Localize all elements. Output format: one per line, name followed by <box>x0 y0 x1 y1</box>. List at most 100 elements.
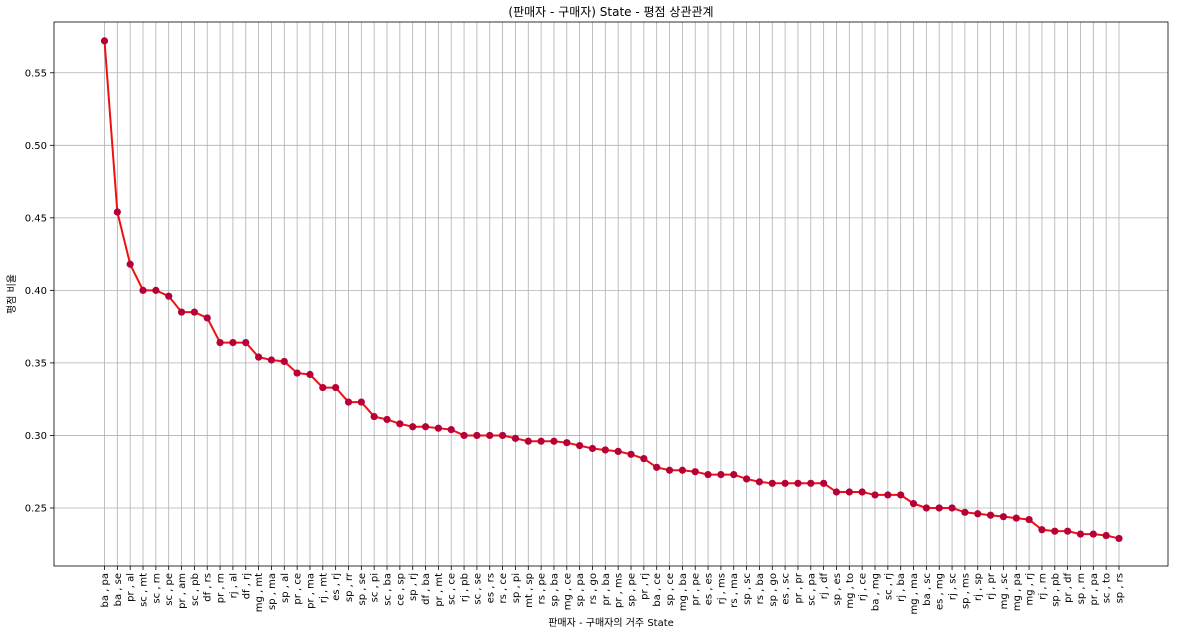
data-point <box>396 420 404 428</box>
x-tick-label: es , mg <box>935 573 946 610</box>
x-tick-label: es , sc <box>781 573 792 605</box>
x-tick-label: sc , pb <box>190 573 201 606</box>
x-tick-label: mg , sc <box>999 573 1010 609</box>
x-tick-label: mg , to <box>845 573 856 609</box>
x-tick-label: mt , sp <box>524 573 535 608</box>
y-tick-label: 0.50 <box>25 141 47 152</box>
data-point <box>742 475 751 483</box>
x-tick-label: rj , al <box>228 573 239 598</box>
x-gridlines <box>104 22 1120 566</box>
data-point <box>717 471 725 479</box>
x-axis-ticks: ba , pa ba , se pr , al sc , mt sc , rn sc , … <box>100 566 1126 615</box>
x-tick-label: rj , ba <box>896 573 907 602</box>
data-point <box>319 383 327 392</box>
data-point <box>704 471 712 479</box>
x-tick-label: mg , pa <box>1012 573 1023 611</box>
x-tick-label: mg , rj <box>1025 573 1036 606</box>
x-tick-label: pr , df <box>1063 573 1074 603</box>
data-point <box>306 370 314 379</box>
data-point <box>665 466 674 474</box>
data-point <box>139 286 147 294</box>
data-point <box>1012 514 1020 522</box>
x-tick-label: ba , ce <box>652 573 663 607</box>
x-tick-label: sc , mt <box>139 573 150 607</box>
data-point <box>1064 527 1072 535</box>
x-tick-label: sp , ma <box>267 573 278 610</box>
data-point <box>126 260 134 268</box>
data-point <box>332 383 340 392</box>
data-point <box>922 504 930 512</box>
x-tick-label: pr , pa <box>1089 573 1100 605</box>
data-point <box>216 338 224 347</box>
data-point <box>1102 531 1110 540</box>
y-tick-label: 0.55 <box>25 68 47 79</box>
x-tick-label: ba , sc <box>922 573 933 606</box>
x-tick-label: ba , mg <box>871 573 882 611</box>
data-point <box>909 500 918 508</box>
data-point <box>640 455 648 463</box>
data-point <box>614 447 622 455</box>
x-tick-label: rs , ba <box>755 573 766 604</box>
x-tick-label: sp , pa <box>575 573 586 607</box>
x-tick-label: mg , ba <box>678 573 689 611</box>
data-point <box>293 369 301 377</box>
x-tick-label: sc , to <box>1102 573 1113 603</box>
data-point <box>242 338 250 347</box>
data-point <box>678 466 686 474</box>
x-tick-label: sc , pi <box>370 573 381 602</box>
x-tick-label: df , rj <box>241 573 252 599</box>
x-tick-label: ba , se <box>113 573 124 606</box>
x-tick-label: mg , ce <box>562 573 573 610</box>
data-point <box>653 463 661 471</box>
data-point <box>871 491 879 499</box>
series-line <box>103 40 1120 540</box>
data-point <box>755 478 764 486</box>
data-point <box>601 446 609 454</box>
x-tick-label: ce , sp <box>395 573 406 606</box>
y-tick-label: 0.40 <box>25 286 47 297</box>
x-tick-label: rj , df <box>819 573 830 600</box>
data-point <box>421 423 430 431</box>
data-point <box>1038 526 1046 534</box>
x-tick-label: sp , ba <box>549 573 560 607</box>
x-tick-label: rs , ce <box>498 573 509 604</box>
data-point <box>691 468 699 476</box>
x-tick-label: sp , rj <box>408 573 419 601</box>
data-point <box>100 37 109 45</box>
y-tick-label: 0.25 <box>25 503 47 514</box>
data-point <box>203 314 211 322</box>
data-point <box>576 441 584 450</box>
x-tick-label: ba , pa <box>100 573 111 608</box>
data-point <box>152 286 160 294</box>
y-gridlines <box>54 72 1168 509</box>
x-tick-label: pr , am <box>177 573 188 609</box>
x-tick-label: rj , sc <box>948 573 959 600</box>
data-point <box>588 444 597 453</box>
data-point <box>999 513 1008 521</box>
x-tick-label: rs , ma <box>729 573 740 608</box>
data-point <box>858 488 866 496</box>
y-tick-label: 0.30 <box>25 431 47 442</box>
data-point <box>627 450 635 458</box>
data-point <box>267 356 276 364</box>
data-point <box>1025 515 1033 524</box>
data-point <box>974 510 982 518</box>
x-tick-label: sc , ce <box>447 573 458 605</box>
x-tick-label: rj , pr <box>986 572 997 600</box>
x-tick-label: pr , ms <box>614 573 625 608</box>
data-point <box>498 431 507 440</box>
data-point <box>986 511 995 519</box>
y-axis-ticks: 0.25 0.30 0.35 0.40 0.45 0.50 0.55 <box>25 68 54 514</box>
x-tick-label: sc , se <box>472 573 483 605</box>
x-tick-label: sp , pe <box>627 573 638 607</box>
x-tick-label: sc , rn <box>151 573 162 604</box>
x-tick-label: sp , rs <box>1115 573 1126 603</box>
data-point <box>255 353 263 361</box>
data-point <box>820 479 828 487</box>
x-tick-label: rj , mt <box>318 573 329 603</box>
x-tick-label: sp , rn <box>1076 573 1087 604</box>
x-tick-label: df , ba <box>421 573 432 605</box>
x-tick-label: rj , ce <box>858 573 869 601</box>
x-tick-label: pr , rn <box>216 573 227 603</box>
